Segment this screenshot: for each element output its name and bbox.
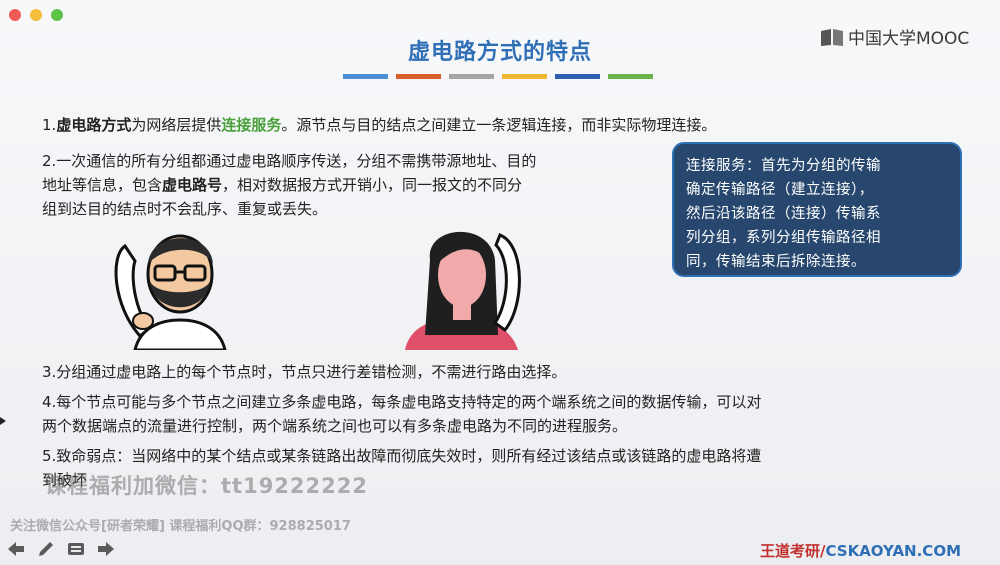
point-4: 4.每个节点可能与多个节点之间建立多条虚电路，每条虚电路支持特定的两个端系统之间… (42, 390, 761, 438)
book-icon (821, 28, 843, 46)
point-2: 2.一次通信的所有分组都通过虚电路顺序传送，分组不需携带源地址、目的 地址等信息… (42, 149, 536, 221)
callout-line-5: 同，传输结束后拆除连接。 (686, 254, 866, 270)
maximize-window-button[interactable] (51, 9, 63, 21)
point-2-line-2c: ，相对数据报方式开销小，同一报文的不同分 (222, 176, 523, 194)
point-4-line-1: 4.每个节点可能与多个节点之间建立多条虚电路，每条虚电路支持特定的两个端系统之间… (42, 393, 762, 411)
point-2-line-3: 组到达目的结点时不会乱序、重复或丢失。 (42, 200, 328, 218)
point-1: 1.虚电路方式为网络层提供连接服务。源节点与目的结点之间建立一条逻辑连接，而非实… (42, 113, 716, 137)
term-vc-number: 虚电路号 (162, 176, 223, 194)
brand-en: CSKAOYAN.COM (825, 542, 961, 560)
slide-title: 虚电路方式的特点 (407, 40, 592, 65)
woman-on-phone-illustration (405, 231, 521, 350)
point-1-text-a: 为网络层提供 (131, 116, 222, 134)
point-2-line-2a: 地址等信息，包含 (42, 176, 163, 194)
title-accent-bars (343, 74, 653, 79)
close-window-button[interactable] (9, 9, 21, 21)
accent-bar-green (608, 74, 653, 79)
term-connection-service: 连接服务 (221, 116, 282, 134)
brand-cn: 王道考研/ (760, 542, 826, 560)
accent-bar-blue (343, 74, 388, 79)
arrow-left-icon[interactable] (6, 540, 26, 558)
point-1-text-b: 。源节点与目的结点之间建立一条逻辑连接，而非实际物理连接。 (281, 116, 717, 134)
minimize-window-button[interactable] (30, 9, 42, 21)
term-virtual-circuit: 虚电路方式 (56, 116, 132, 134)
public-account-watermark: 关注微信公众号[研者荣耀] 课程福利QQ群：928825017 (10, 519, 351, 534)
callout-line-1: 连接服务：首先为分组的传输 (686, 158, 881, 174)
pen-icon[interactable] (36, 540, 56, 558)
slide-toolbar (6, 540, 116, 558)
point-5-line-1: 5.致命弱点：当网络中的某个结点或某条链路出故障而彻底失效时，则所有经过该结点或… (42, 447, 762, 465)
accent-bar-orange (396, 74, 441, 79)
mouse-cursor-icon (0, 417, 6, 425)
callout-line-4: 列分组，系列分组传输路径相 (686, 230, 881, 246)
point-1-number: 1. (42, 116, 57, 134)
mooc-logo-text: 中国大学MOOC (848, 29, 970, 49)
accent-bar-yellow (502, 74, 547, 79)
point-2-line-1: 2.一次通信的所有分组都通过虚电路顺序传送，分组不需携带源地址、目的 (42, 152, 537, 170)
point-3: 3.分组通过虚电路上的每个节点时，节点只进行差错检测，不需进行路由选择。 (42, 363, 567, 381)
point-5: 5.致命弱点：当网络中的某个结点或某条链路出故障而彻底失效时，则所有经过该结点或… (42, 444, 761, 492)
connection-service-callout: 连接服务：首先为分组的传输 确定传输路径（建立连接）， 然后沿该路径（连接）传输… (672, 142, 962, 277)
menu-icon[interactable] (66, 540, 86, 558)
point-5-line-2: 到破坏 (42, 471, 88, 489)
accent-bar-darkblue (555, 74, 600, 79)
accent-bar-gray (449, 74, 494, 79)
callout-line-3: 然后沿该路径（连接）传输系 (686, 206, 881, 222)
point-4-line-2: 两个数据端点的流量进行控制，两个端系统之间也可以有多条虚电路为不同的进程服务。 (42, 417, 628, 435)
wangdao-brand: 王道考研/CSKAOYAN.COM (760, 540, 961, 561)
man-on-phone-illustration (114, 234, 227, 350)
arrow-right-icon[interactable] (96, 540, 116, 558)
mooc-logo: 中国大学MOOC (820, 24, 969, 49)
callout-line-2: 确定传输路径（建立连接）， (686, 182, 874, 198)
wechat-watermark: 课程福利加微信：tt19222222 (45, 474, 368, 498)
